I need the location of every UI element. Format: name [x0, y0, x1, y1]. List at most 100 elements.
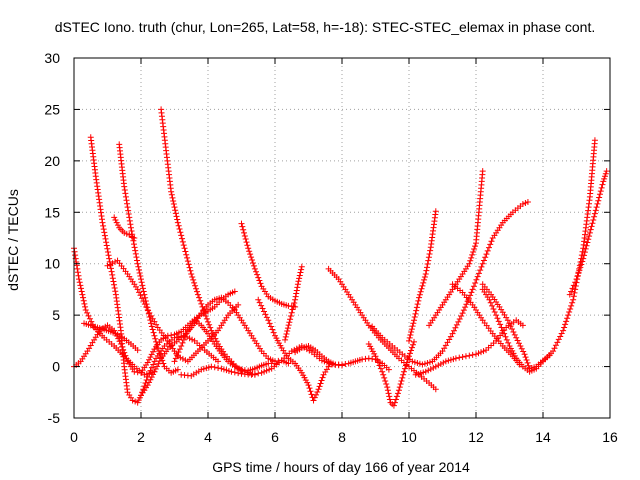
data-point — [398, 377, 405, 384]
data-point — [123, 355, 130, 362]
data-point — [130, 241, 137, 248]
data-point — [150, 329, 157, 336]
data-point — [386, 396, 393, 403]
data-point — [380, 371, 387, 378]
data-point — [290, 303, 297, 310]
data-point — [591, 137, 598, 144]
data-point — [483, 251, 490, 258]
data-point — [411, 338, 418, 345]
data-point — [311, 394, 318, 401]
data-point — [146, 370, 153, 377]
data-point — [147, 354, 154, 361]
data-point — [247, 251, 254, 258]
data-point — [406, 337, 412, 344]
data-point — [292, 293, 299, 300]
data-point — [151, 358, 158, 365]
data-point — [254, 271, 261, 278]
data-point — [469, 251, 476, 258]
data-point — [406, 334, 413, 341]
data-point — [134, 257, 141, 264]
data-point — [255, 370, 262, 377]
data-point — [100, 222, 107, 229]
data-point — [104, 262, 111, 269]
data-point — [179, 355, 186, 362]
data-point — [138, 276, 144, 283]
data-point — [384, 387, 391, 394]
data-point — [501, 330, 508, 337]
data-point — [432, 386, 439, 393]
data-point — [103, 242, 110, 249]
data-point — [365, 355, 372, 362]
data-point — [184, 258, 191, 265]
data-point — [294, 284, 301, 291]
data-point — [293, 287, 300, 294]
data-point — [578, 261, 585, 268]
data-point — [425, 254, 432, 261]
data-point — [109, 275, 116, 282]
data-point — [122, 352, 129, 359]
data-point — [566, 291, 573, 298]
data-point — [602, 170, 609, 177]
data-point — [123, 197, 130, 204]
data-point — [85, 312, 92, 319]
data-point — [179, 238, 186, 245]
data-point — [183, 251, 190, 258]
data-point — [426, 359, 433, 366]
data-point — [126, 217, 133, 224]
data-point — [248, 254, 255, 261]
data-point — [460, 307, 467, 314]
data-point — [467, 257, 474, 264]
data-point — [298, 263, 305, 270]
data-point — [296, 272, 303, 279]
data-point — [565, 312, 572, 319]
data-point — [101, 229, 108, 236]
data-point — [102, 235, 109, 242]
data-point — [410, 341, 417, 348]
data-point — [178, 343, 185, 349]
data-point — [447, 356, 454, 363]
data-point — [131, 235, 138, 241]
data-point — [168, 191, 175, 198]
data-point — [487, 299, 494, 306]
data-point — [174, 352, 181, 359]
data-point — [478, 349, 485, 356]
data-point — [422, 271, 429, 277]
data-point — [270, 329, 277, 336]
data-point — [391, 399, 398, 406]
data-point — [265, 317, 272, 324]
data-point — [567, 305, 574, 312]
data-point — [480, 257, 487, 264]
data-point — [76, 279, 83, 286]
data-point — [141, 371, 148, 378]
data-point — [601, 175, 608, 182]
data-point — [511, 331, 518, 338]
data-point — [138, 295, 145, 302]
series-sat-13 — [255, 296, 332, 404]
data-point — [148, 323, 155, 330]
data-point — [369, 355, 376, 362]
data-point — [551, 345, 558, 352]
data-point — [125, 211, 132, 217]
data-point — [99, 219, 106, 226]
data-point — [127, 221, 134, 228]
data-point — [480, 348, 487, 355]
data-point — [418, 285, 425, 292]
data-point — [316, 383, 323, 390]
data-point — [284, 325, 291, 332]
data-point — [450, 356, 457, 363]
data-point — [139, 282, 146, 289]
data-point — [463, 301, 470, 308]
data-point — [283, 330, 290, 337]
data-point — [289, 306, 296, 313]
data-point — [121, 229, 128, 236]
data-point — [112, 288, 119, 295]
data-point — [130, 237, 137, 244]
data-point — [164, 332, 171, 339]
data-point — [502, 333, 509, 340]
x-tick-label: 14 — [535, 429, 551, 445]
data-point — [119, 343, 126, 350]
x-tick-label: 8 — [338, 429, 346, 445]
data-point — [415, 297, 422, 304]
data-point — [314, 389, 321, 396]
